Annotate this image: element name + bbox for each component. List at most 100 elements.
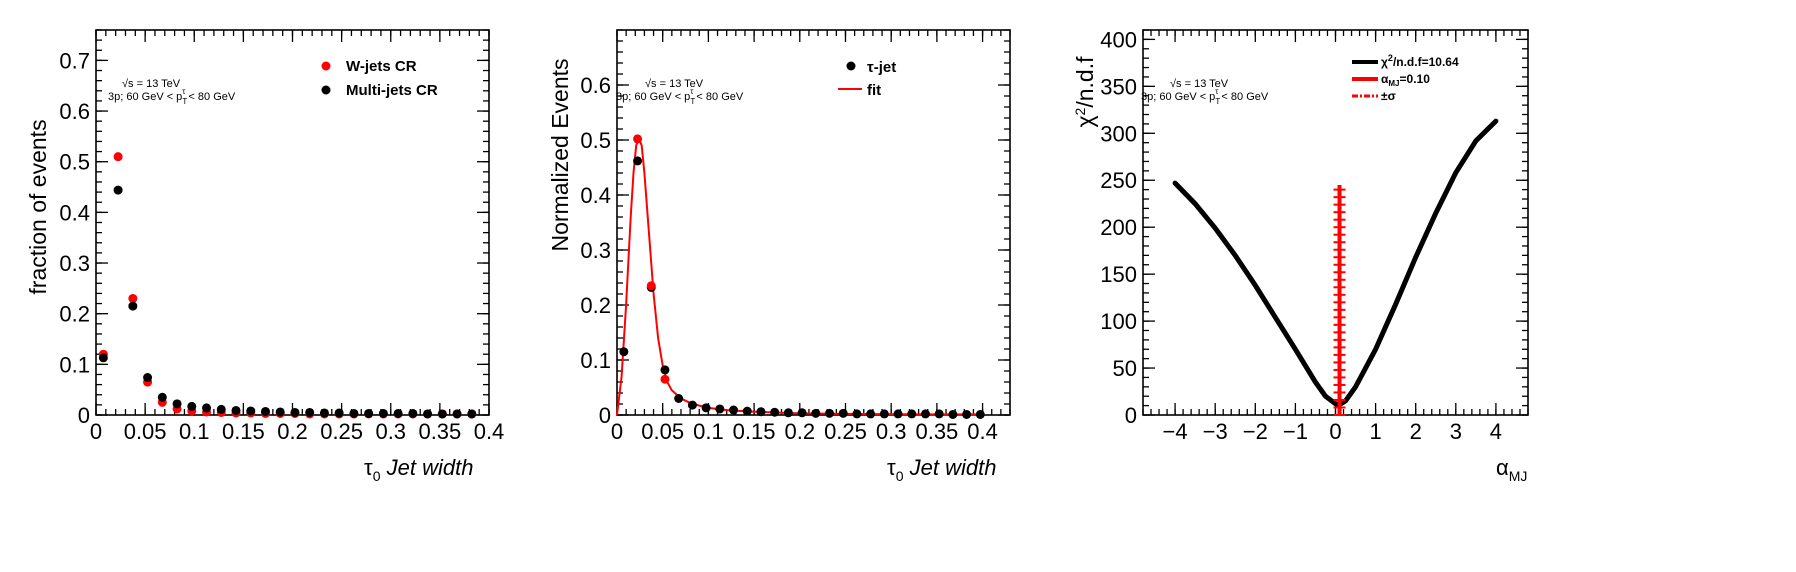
panel-normalized-events: 0 0.05 0.1 0.15 0.2 0.25 0.3 0.35 0.4 0 0.1 0.2 0.3… <box>547 29 1011 484</box>
x-tick-label: 0.2 <box>784 419 815 444</box>
data-point-tau-jet <box>783 408 793 418</box>
data-point-tau-jet <box>619 347 629 357</box>
x-tick-label: 0.05 <box>124 419 167 444</box>
y-tick-label: 0.5 <box>580 128 611 153</box>
data-point-tau-jet <box>660 365 670 375</box>
x-tick-label: 3 <box>1450 419 1462 444</box>
data-point-multi-jets <box>393 408 403 418</box>
data-point-tau-jet <box>824 408 834 418</box>
energy-annotation: √s = 13 TeV <box>1170 78 1229 90</box>
x-tick-label: 0.3 <box>876 419 907 444</box>
data-points <box>98 152 477 419</box>
x-tick-label: 0.2 <box>277 419 308 444</box>
x-axis-label: αMJ <box>1496 455 1527 484</box>
x-tick-label: 2 <box>1410 419 1422 444</box>
x-axis-ticks: 0 0.05 0.1 0.15 0.2 0.25 0.3 0.35 0.4 <box>90 30 504 444</box>
x-tick-label: 0.35 <box>915 419 958 444</box>
y-axis-ticks: 0 50 100 150 200 250 300 350 400 <box>1100 27 1528 428</box>
data-point-tau-jet <box>934 409 944 419</box>
data-point-multi-jets <box>231 405 241 415</box>
y-tick-label: 0 <box>1125 403 1137 428</box>
data-point-tau-jet <box>852 409 862 419</box>
data-point-tau-jet <box>866 409 876 419</box>
x-tick-label: 0.4 <box>967 419 998 444</box>
best-fit-marker <box>1333 184 1346 416</box>
x-tick-label: 0.1 <box>693 419 724 444</box>
y-tick-label: 0.2 <box>580 293 611 318</box>
legend-label-w-jets: W-jets CR <box>346 58 417 75</box>
legend: W-jets CR Multi-jets CR <box>321 58 438 99</box>
data-point-multi-jets <box>216 404 226 414</box>
x-tick-label: 4 <box>1490 419 1502 444</box>
y-tick-label: 0.2 <box>59 302 90 327</box>
y-tick-label: 0.4 <box>580 183 611 208</box>
x-tick-label: 0.25 <box>320 419 363 444</box>
y-tick-label: 250 <box>1100 168 1137 193</box>
x-tick-label: 0.25 <box>824 419 867 444</box>
y-tick-label: 0 <box>78 403 90 428</box>
data-point-tau-jet <box>701 403 711 413</box>
data-point-multi-jets <box>437 409 447 419</box>
data-point-tau-jet <box>770 407 780 417</box>
legend: χ2/n.d.f=10.64 αMJ=0.10 ±σ <box>1352 53 1459 103</box>
data-point-tau-jet <box>893 409 903 419</box>
x-tick-label: 0.1 <box>179 419 210 444</box>
panel-chi2-scan: −4 −3 −2 −1 0 1 2 3 4 0 50 100 150 200 250 300 350 400 χ… <box>1072 27 1529 484</box>
data-point-tau-jet <box>838 408 848 418</box>
panel-fraction-of-events: 0 0.05 0.1 0.15 0.2 0.25 0.3 0.35 0.4 0 0.1 0.2 0.3… <box>25 29 504 484</box>
y-tick-label: 0.5 <box>59 150 90 175</box>
data-point-tau-jet <box>879 409 889 419</box>
data-point-tau-jet <box>920 409 930 419</box>
y-axis-label: χ2/n.d.f <box>1072 56 1098 128</box>
data-point-tau-jet <box>797 408 807 418</box>
y-tick-label: 0.1 <box>59 352 90 377</box>
data-point-multi-jets <box>408 408 418 418</box>
data-point-multi-jets <box>113 185 123 195</box>
data-point-tau-jet <box>907 409 917 419</box>
y-tick-label: 0.1 <box>580 348 611 373</box>
energy-annotation: √s = 13 TeV <box>122 78 181 90</box>
data-point-tau-jet <box>756 407 766 417</box>
y-tick-label: 0.7 <box>59 48 90 73</box>
data-point-fit <box>633 134 643 144</box>
legend-marker-w-jets <box>321 61 331 71</box>
data-point-multi-jets <box>452 409 462 419</box>
data-point-w-jets <box>113 152 123 162</box>
y-tick-label: 0 <box>599 403 611 428</box>
x-tick-label: 0.3 <box>375 419 406 444</box>
data-point-tau-jet <box>742 406 752 416</box>
x-axis-label: τ0 Jet width <box>364 455 473 484</box>
data-point-multi-jets <box>349 408 359 418</box>
x-axis-ticks: −4 −3 −2 −1 0 1 2 3 4 <box>1142 30 1529 444</box>
data-point-multi-jets <box>290 407 300 417</box>
data-point-multi-jets <box>423 409 433 419</box>
x-axis-ticks: 0 0.05 0.1 0.15 0.2 0.25 0.3 0.35 0.4 <box>611 30 1011 444</box>
data-point-multi-jets <box>467 409 477 419</box>
x-axis-label: τ0 Jet width <box>887 455 996 484</box>
energy-annotation: √s = 13 TeV <box>645 78 704 90</box>
data-point-tau-jet <box>715 404 725 414</box>
data-point-multi-jets <box>260 406 270 416</box>
data-point-fit <box>660 374 670 384</box>
legend-label-multi-jets: Multi-jets CR <box>346 82 438 99</box>
x-tick-label: 0.15 <box>733 419 776 444</box>
legend-label-tau-jet: τ-jet <box>867 59 896 76</box>
data-point-tau-jet <box>948 409 958 419</box>
legend-marker-tau-jet <box>846 61 856 71</box>
selection-annotation: 3p; 60 GeV < pTτ < 80 GeV <box>616 87 744 106</box>
data-point-multi-jets <box>305 407 315 417</box>
data-point-multi-jets <box>98 353 108 363</box>
data-point-tau-jet <box>811 408 821 418</box>
y-axis-label: fraction of events <box>25 119 51 294</box>
data-point-tau-jet <box>729 405 739 415</box>
y-tick-label: 100 <box>1100 309 1137 334</box>
data-point-multi-jets <box>364 408 374 418</box>
y-tick-label: 200 <box>1100 215 1137 240</box>
chi2-curve <box>1172 118 1499 408</box>
x-tick-label: 0.4 <box>474 419 505 444</box>
data-point-multi-jets <box>143 373 153 383</box>
data-point-multi-jets <box>378 408 388 418</box>
y-tick-label: 0.3 <box>59 251 90 276</box>
y-axis-ticks: 0 0.1 0.2 0.3 0.4 0.5 0.6 0.7 <box>59 29 489 428</box>
